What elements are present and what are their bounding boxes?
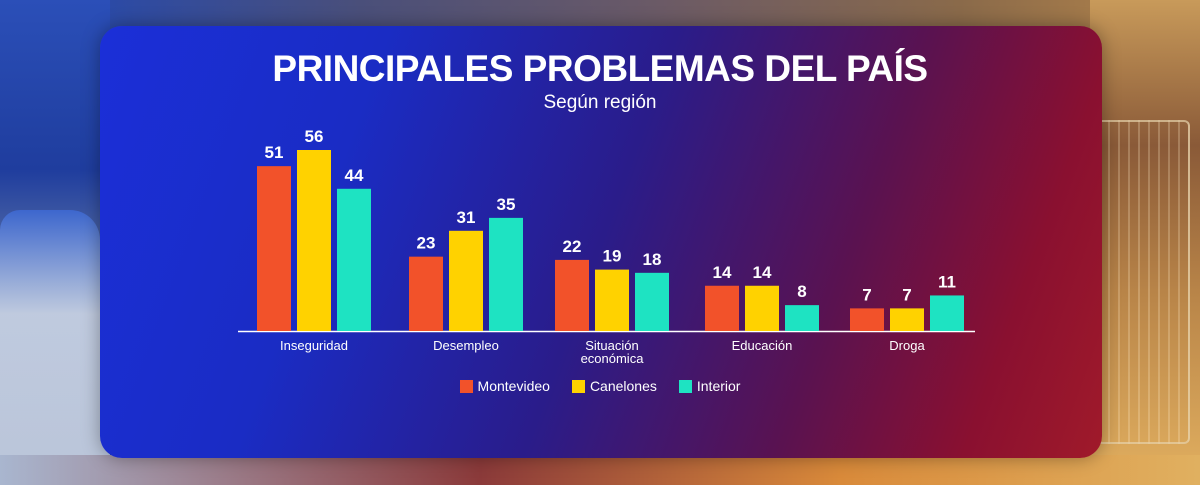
data-label: 11: [938, 272, 956, 291]
bar-interior-0: [337, 188, 371, 331]
bar-interior-3: [785, 305, 819, 331]
category-label: Droga: [889, 338, 925, 353]
data-label: 14: [713, 263, 732, 282]
data-label: 35: [497, 195, 516, 214]
category-label: Educación: [732, 338, 793, 353]
legend-label-canelones: Canelones: [589, 378, 657, 394]
data-label: 23: [417, 234, 436, 253]
bar-montevideo-2: [555, 259, 589, 331]
data-label: 44: [345, 166, 364, 185]
data-label: 7: [862, 285, 871, 304]
category-label: Desempleo: [433, 338, 499, 353]
legend-swatch-canelones: [571, 379, 585, 393]
chart-legend: Montevideo Canelones Interior: [0, 378, 1200, 394]
bar-canelones-3: [745, 285, 779, 331]
category-label: Inseguridad: [280, 338, 348, 353]
background-photo-right: [1090, 0, 1200, 485]
legend-item-canelones: Canelones: [571, 378, 657, 394]
category-label: Situación económica: [581, 338, 645, 366]
bar-montevideo-1: [409, 256, 443, 331]
legend-swatch-interior: [678, 379, 692, 393]
bar-canelones-1: [449, 230, 483, 331]
data-label: 22: [563, 237, 582, 256]
bar-montevideo-3: [705, 285, 739, 331]
chart-subtitle: Según región: [543, 92, 657, 113]
data-label: 18: [643, 250, 662, 269]
bar-interior-4: [930, 295, 964, 331]
chart-title: PRINCIPALES PROBLEMAS DEL PAÍS: [272, 48, 928, 89]
data-label: 31: [457, 208, 476, 227]
legend-item-interior: Interior: [678, 378, 741, 394]
bar-interior-2: [635, 272, 669, 331]
police-car-image: [0, 210, 100, 470]
bar-canelones-2: [595, 269, 629, 331]
data-label: 8: [797, 282, 806, 301]
data-label: 19: [603, 247, 622, 266]
bar-montevideo-0: [257, 166, 291, 331]
legend-label-interior: Interior: [696, 378, 741, 394]
bar-montevideo-4: [850, 308, 884, 331]
legend-item-montevideo: Montevideo: [459, 378, 550, 394]
data-label: 56: [305, 127, 324, 146]
data-label: 7: [902, 285, 911, 304]
bar-canelones-4: [890, 308, 924, 331]
legend-label-montevideo: Montevideo: [477, 378, 550, 394]
background-photo-bottom: [0, 455, 1200, 485]
background-photo-left: [0, 0, 110, 485]
data-label: 51: [265, 143, 284, 162]
legend-swatch-montevideo: [459, 379, 473, 393]
shopping-cart-image: [1096, 120, 1190, 444]
bar-canelones-0: [297, 150, 331, 331]
data-label: 14: [753, 263, 772, 282]
bar-interior-1: [489, 217, 523, 331]
